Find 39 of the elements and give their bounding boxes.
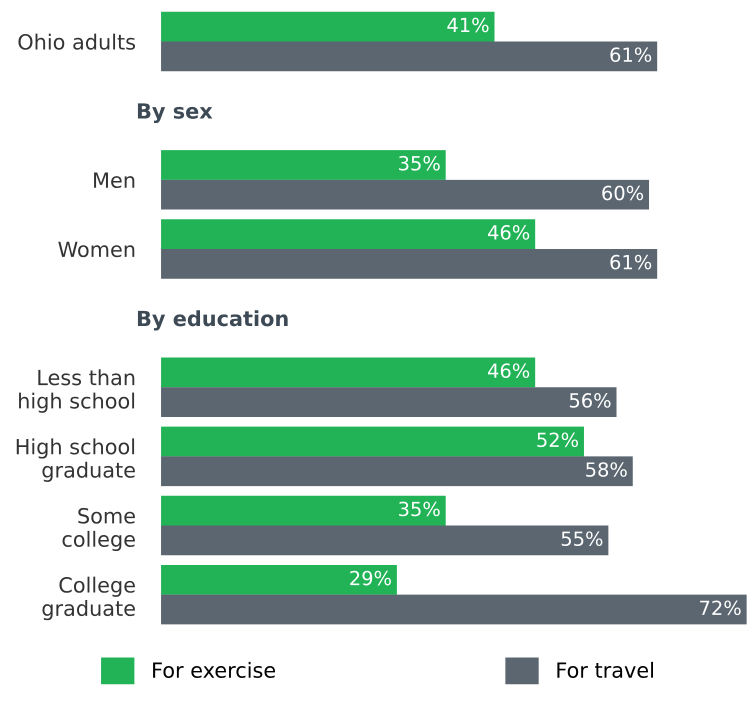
bar: [161, 180, 650, 210]
y-tick-label: By sex: [138, 103, 212, 124]
bar: [161, 42, 658, 72]
bar: [161, 564, 397, 595]
y-tick-label: Men: [94, 172, 134, 188]
data-label: 29%: [350, 570, 391, 586]
data-label: 72%: [700, 600, 741, 616]
y-tick-label: By education: [138, 310, 288, 331]
y-tick-label: Some college: [62, 508, 135, 552]
y-tick-label: High school graduate: [16, 438, 135, 482]
data-label: 61%: [610, 47, 652, 62]
bar: [161, 150, 446, 180]
y-tick-label: Less than high school: [19, 369, 134, 413]
data-label: 58%: [586, 462, 627, 477]
data-label: 35%: [399, 156, 440, 171]
bar: [161, 526, 608, 556]
data-label: 61%: [610, 254, 652, 270]
data-label: 60%: [602, 186, 644, 200]
data-label: 46%: [488, 363, 530, 378]
legend-label: For exercise: [153, 662, 276, 678]
bar: [161, 456, 633, 486]
bar: [161, 358, 536, 388]
y-tick-label: College graduate: [42, 576, 135, 620]
data-label: 56%: [570, 393, 611, 408]
bar: [161, 12, 494, 42]
bar: [161, 496, 446, 526]
data-label: 52%: [537, 432, 578, 448]
data-label: 35%: [399, 502, 440, 516]
y-tick-label: Ohio adults: [18, 34, 136, 50]
data-label: 46%: [488, 225, 530, 240]
y-tick-label: Women: [58, 242, 134, 258]
bar: [161, 426, 584, 456]
bar: [161, 594, 747, 624]
bar: [161, 248, 658, 279]
legend-label: For travel: [557, 662, 653, 678]
data-label: 41%: [447, 18, 489, 32]
data-label: 55%: [562, 531, 602, 546]
bar: [161, 387, 617, 417]
bar: [161, 219, 536, 249]
